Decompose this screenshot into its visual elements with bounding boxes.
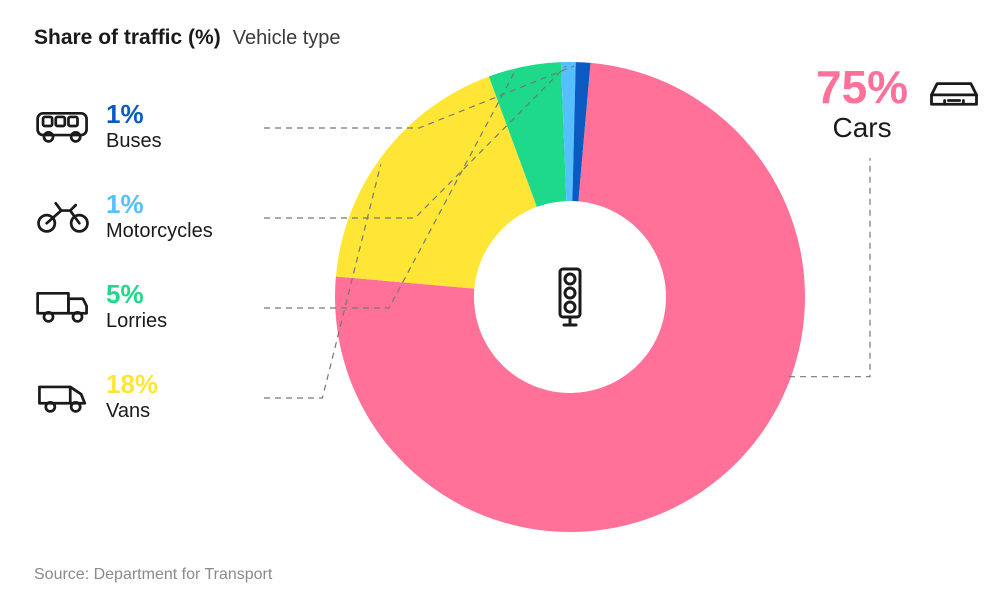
legend-item-buses: 1%Buses <box>34 100 162 153</box>
motorcycle-icon <box>34 194 92 238</box>
source-text: Source: Department for Transport <box>34 566 272 584</box>
legend-item-motorcycles: 1%Motorcycles <box>34 190 213 243</box>
legend-pct: 1% <box>106 100 162 130</box>
legend-label: Buses <box>106 130 162 153</box>
car-icon <box>924 70 984 121</box>
bus-icon <box>34 104 92 148</box>
legend-pct: 5% <box>106 280 167 310</box>
callout-pct: 75% <box>816 64 908 110</box>
legend-item-lorries: 5%Lorries <box>34 280 167 333</box>
legend-label: Lorries <box>106 310 167 333</box>
van-icon <box>34 374 92 418</box>
callout-cars: 75% Cars <box>816 64 908 144</box>
callout-label: Cars <box>816 112 908 144</box>
lorry-icon <box>34 284 92 328</box>
legend-label: Vans <box>106 400 158 423</box>
legend-pct: 18% <box>106 370 158 400</box>
legend-pct: 1% <box>106 190 213 220</box>
legend-label: Motorcycles <box>106 220 213 243</box>
legend-item-vans: 18%Vans <box>34 370 158 423</box>
